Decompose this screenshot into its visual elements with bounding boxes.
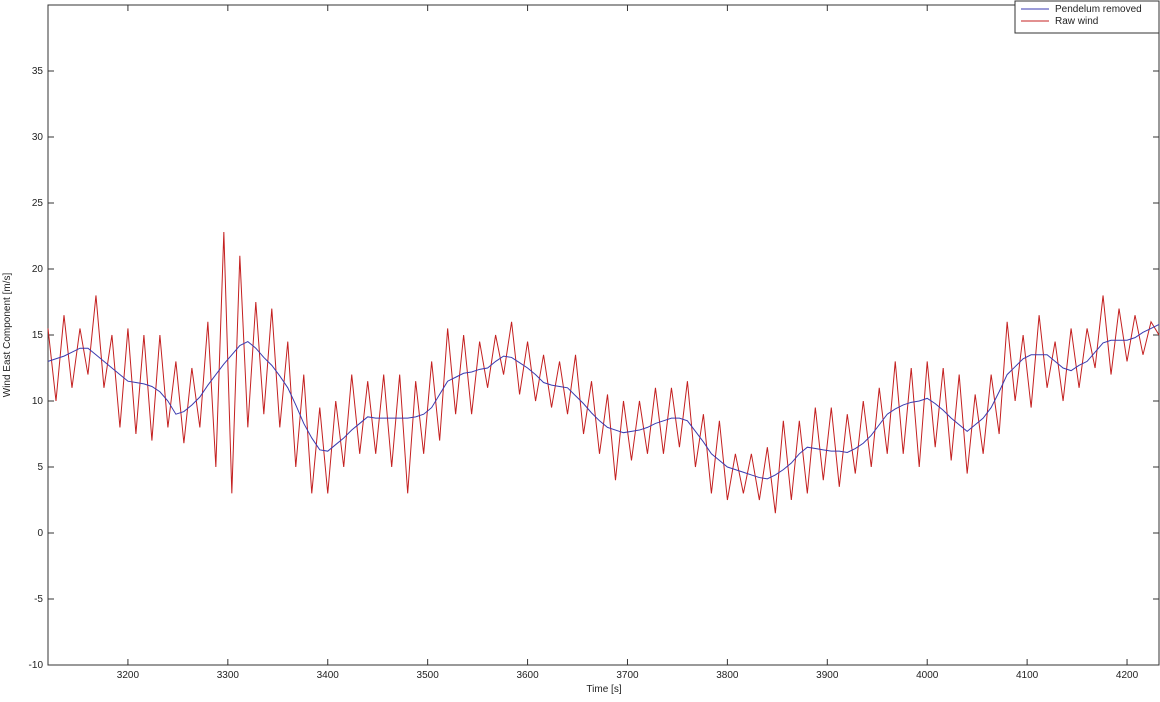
x-tick-label: 3700	[616, 670, 639, 681]
x-tick-label: 3300	[217, 670, 240, 681]
y-tick-label: -10	[29, 660, 44, 671]
y-axis-label: Wind East Component [m/s]	[2, 273, 13, 398]
y-tick-label: 0	[37, 528, 43, 539]
plot-frame	[47, 4, 1160, 666]
y-tick-label: 10	[32, 396, 44, 407]
x-tick-label: 4100	[1016, 670, 1039, 681]
x-tick-label: 3600	[516, 670, 539, 681]
legend-label: Pendelum removed	[1055, 4, 1142, 15]
y-tick-label: 20	[32, 264, 44, 275]
x-tick-label: 3400	[317, 670, 340, 681]
y-tick-label: 35	[32, 66, 44, 77]
x-tick-label: 3200	[117, 670, 140, 681]
y-tick-label: 5	[37, 462, 43, 473]
y-tick-label: 25	[32, 198, 44, 209]
x-tick-label: 3500	[417, 670, 440, 681]
x-axis-label: Time [s]	[586, 684, 621, 695]
legend-label: Raw wind	[1055, 16, 1098, 27]
y-tick-label: -5	[34, 594, 43, 605]
x-tick-label: 3900	[816, 670, 839, 681]
x-tick-label: 4000	[916, 670, 939, 681]
x-tick-label: 3800	[716, 670, 739, 681]
x-tick-label: 4200	[1116, 670, 1139, 681]
y-tick-label: 15	[32, 330, 44, 341]
line-series	[47, 323, 1160, 480]
legend-box	[1014, 0, 1160, 34]
y-tick-label: 30	[32, 132, 44, 143]
